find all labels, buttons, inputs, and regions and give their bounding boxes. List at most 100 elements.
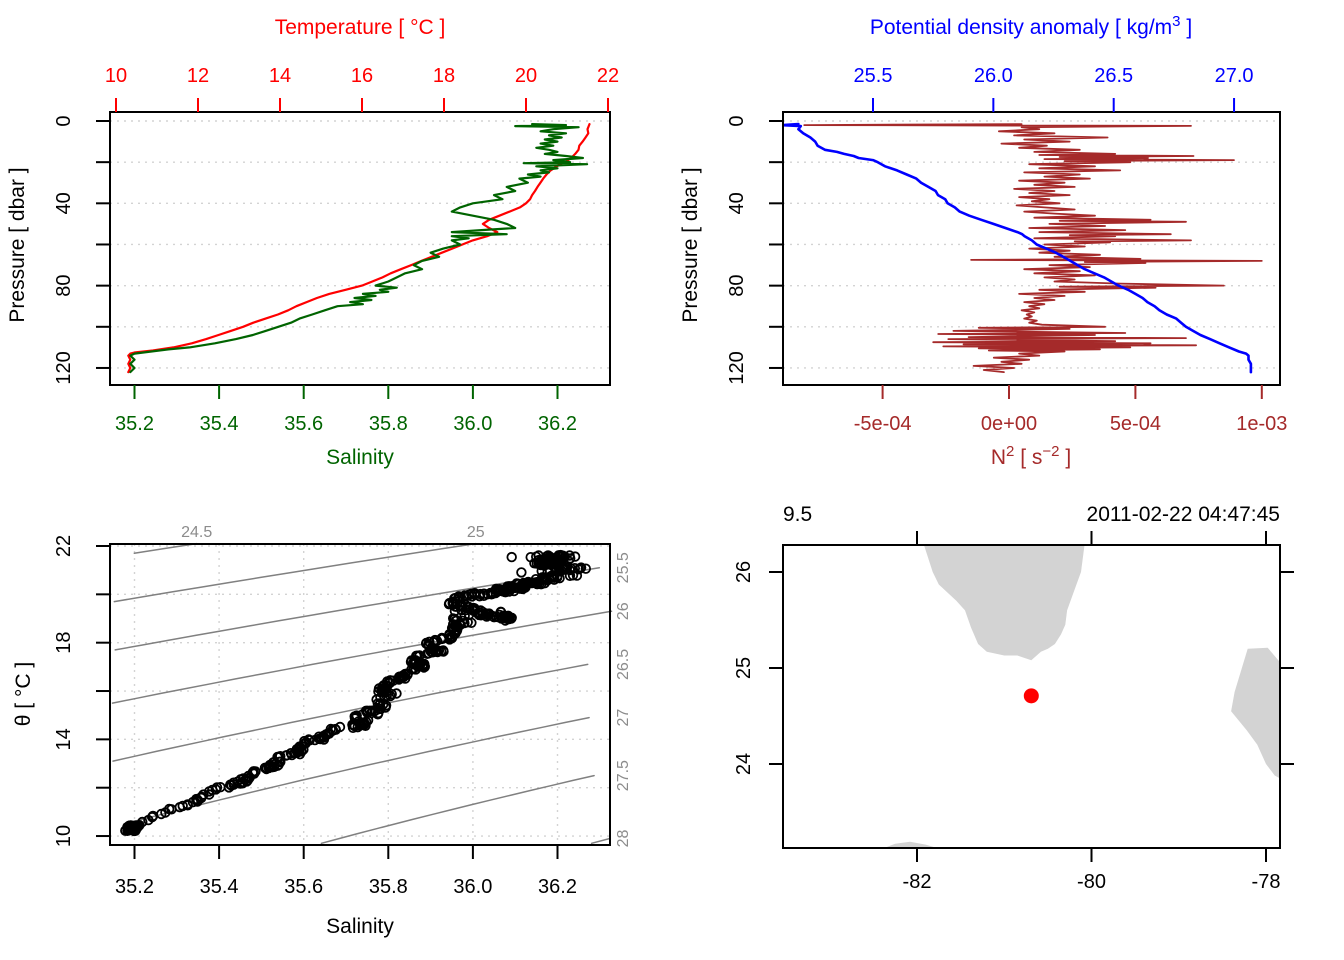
panel-station-map: -82 -80 -78 24 25 26 9.5 2011-02-22 04:47:45 — [733, 503, 1294, 893]
profile-curves — [783, 122, 1263, 374]
profile-curves — [127, 122, 591, 374]
ts-point — [443, 599, 455, 610]
ts-point — [580, 563, 592, 574]
longitude-tick-label: -82 — [903, 871, 932, 893]
ts-point — [143, 814, 154, 826]
isopycnal-line — [320, 774, 595, 845]
salinity-axis-title: Salinity — [326, 446, 394, 469]
ts-point — [358, 719, 369, 731]
latitude-tick-label: 24 — [733, 753, 755, 775]
n2-tick-label: 1e-03 — [1236, 413, 1287, 435]
map-timestamp: 2011-02-22 04:47:45 — [1087, 503, 1280, 526]
salinity-tick-label: 35.2 — [115, 413, 154, 435]
salinity-tick-label: 35.6 — [284, 413, 323, 435]
temperature-tick-label: 18 — [433, 65, 455, 87]
ts-point — [400, 673, 411, 684]
density-tick-label: 26.0 — [974, 65, 1013, 87]
isopycnal-label: 27 — [615, 709, 632, 727]
ts-point — [419, 661, 431, 673]
temperature-tick-label: 12 — [187, 65, 209, 87]
ts-point — [539, 578, 550, 589]
plot-box — [782, 111, 1281, 386]
isopycnal-line — [112, 663, 589, 762]
temperature-tick-label: 20 — [515, 65, 537, 87]
ts-point — [124, 824, 135, 835]
ts-point — [261, 763, 272, 775]
isopycnal-label: 26.5 — [615, 649, 632, 680]
pressure-tick-label: 40 — [53, 192, 75, 214]
ts-point — [569, 551, 581, 562]
pressure-gridlines — [110, 120, 610, 369]
latitude-tick-label: 26 — [733, 561, 755, 583]
pressure-axis-title: Pressure [ dbar ] — [6, 167, 29, 322]
ts-point — [192, 796, 203, 807]
isopycnal-line — [123, 716, 590, 825]
theta-axis-title: θ [ °C ] — [12, 662, 35, 726]
map-title-left: 9.5 — [783, 503, 812, 526]
salinity-tick-label: 35.4 — [200, 876, 239, 898]
ts-point — [483, 608, 495, 619]
latitude-tick-label: 25 — [733, 657, 755, 679]
salinity-axis-title: Salinity — [326, 915, 394, 938]
density-profile-curve — [783, 122, 1253, 374]
pressure-tick-label: 0 — [726, 115, 748, 126]
panel-axes: 10 12 14 16 18 20 22 35.2 35.4 35.6 35.8 36.0 36.2 0 4… — [53, 65, 619, 435]
ts-point — [446, 631, 458, 642]
salinity-tick-label: 36.0 — [453, 413, 492, 435]
theta-tick-label: 10 — [53, 825, 75, 847]
temperature-profile-curve — [127, 122, 591, 374]
ts-point — [466, 617, 477, 629]
ts-point — [372, 709, 384, 720]
ts-point — [385, 690, 396, 702]
plot-box — [109, 111, 611, 386]
ts-point — [226, 780, 237, 791]
ts-point — [347, 722, 359, 734]
panel-density-n2-profile: 25.5 26.0 26.5 27.0 -5e-04 0e+00 5e-04 1e-03 0 40… — [679, 13, 1287, 469]
ts-point — [534, 578, 545, 590]
salinity-tick-label: 36.0 — [453, 876, 492, 898]
ts-point — [436, 633, 448, 644]
isopycnal-line — [590, 837, 611, 845]
station-marker-group — [1023, 688, 1039, 704]
ts-point — [474, 609, 485, 620]
ts-point — [506, 551, 517, 563]
panel-temperature-salinity-profile: 10 12 14 16 18 20 22 35.2 35.4 35.6 35.8 36.0 36.2 0 4… — [6, 16, 619, 469]
ts-scatter — [120, 549, 592, 837]
ts-point — [286, 749, 298, 761]
theta-tick-label: 22 — [53, 535, 75, 557]
n2-tick-label: -5e-04 — [854, 413, 912, 435]
pressure-tick-label: 80 — [53, 275, 75, 297]
pressure-tick-label: 80 — [726, 275, 748, 297]
ts-point — [564, 570, 576, 582]
plot-box — [782, 544, 1281, 849]
ts-point — [448, 599, 459, 610]
ts-point — [530, 577, 541, 589]
theta-tick-label: 14 — [53, 728, 75, 750]
salinity-profile-curve — [129, 122, 589, 374]
isopycnal-label: 26 — [615, 602, 632, 620]
ts-point — [187, 796, 199, 808]
ts-point — [571, 570, 583, 581]
ts-point — [210, 784, 222, 795]
salinity-tick-label: 35.2 — [115, 876, 154, 898]
land-florida — [924, 545, 1085, 661]
longitude-tick-label: -78 — [1252, 871, 1281, 893]
isopycnal-line — [133, 542, 198, 555]
ts-point — [352, 722, 363, 733]
density-axis-title: Potential density anomaly [ kg/m3 ] — [870, 13, 1192, 39]
plot-box — [109, 543, 611, 846]
isopycnal-line — [113, 542, 477, 603]
ts-point — [391, 688, 402, 699]
pressure-tick-label: 40 — [726, 192, 748, 214]
density-tick-label: 27.0 — [1215, 65, 1254, 87]
pressure-tick-label: 120 — [53, 351, 75, 384]
salinity-tick-label: 36.2 — [538, 876, 577, 898]
pressure-tick-label: 120 — [726, 351, 748, 384]
isopycnal-label: 25 — [467, 524, 485, 541]
ts-point — [480, 608, 491, 619]
salinity-tick-label: 35.6 — [284, 876, 323, 898]
isopycnal-label: 27.5 — [615, 760, 632, 791]
isopycnal-label: 28 — [615, 829, 632, 847]
